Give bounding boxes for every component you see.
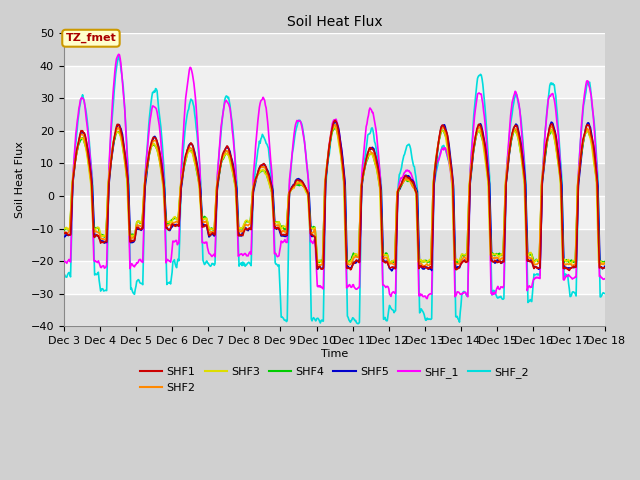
- X-axis label: Time: Time: [321, 349, 348, 359]
- Bar: [64, 66, 605, 98]
- Bar: [64, 228, 605, 261]
- Bar: [64, 261, 605, 294]
- Title: Soil Heat Flux: Soil Heat Flux: [287, 15, 383, 29]
- Bar: [64, 163, 605, 196]
- Bar: [64, 196, 605, 228]
- Legend: SHF1, SHF2, SHF3, SHF4, SHF5, SHF_1, SHF_2: SHF1, SHF2, SHF3, SHF4, SHF5, SHF_1, SHF…: [136, 363, 534, 397]
- Bar: [64, 33, 605, 66]
- Bar: [64, 98, 605, 131]
- Y-axis label: Soil Heat Flux: Soil Heat Flux: [15, 141, 25, 218]
- Text: TZ_fmet: TZ_fmet: [65, 33, 116, 43]
- Bar: [64, 294, 605, 326]
- Bar: [64, 131, 605, 163]
